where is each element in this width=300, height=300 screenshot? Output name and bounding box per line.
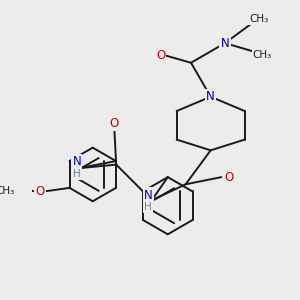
- Text: O: O: [156, 49, 165, 62]
- Text: N: N: [220, 37, 229, 50]
- Text: CH₃: CH₃: [249, 14, 268, 24]
- Text: H: H: [73, 169, 81, 179]
- Text: N: N: [144, 188, 152, 202]
- Text: N: N: [206, 90, 215, 103]
- Text: O: O: [110, 117, 119, 130]
- Text: N: N: [73, 155, 81, 168]
- Text: O: O: [35, 185, 45, 198]
- Text: CH₃: CH₃: [253, 50, 272, 60]
- Text: O: O: [224, 171, 233, 184]
- Text: H: H: [144, 202, 152, 212]
- Text: CH₃: CH₃: [0, 186, 15, 197]
